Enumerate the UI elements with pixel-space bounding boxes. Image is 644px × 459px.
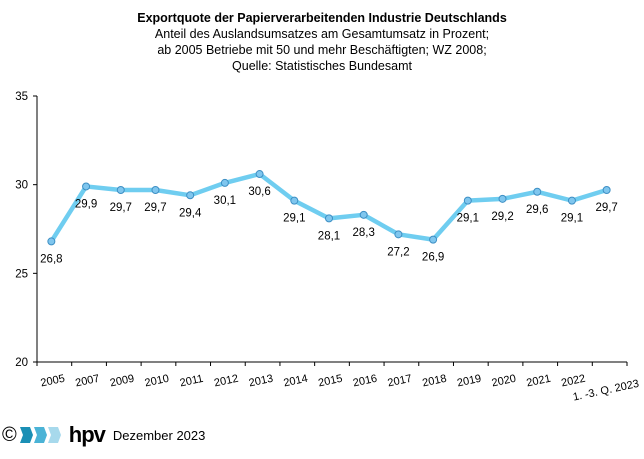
hpv-logo-icon <box>19 427 61 443</box>
data-label: 29,1 <box>561 213 583 225</box>
data-label: 29,4 <box>179 207 202 219</box>
data-point <box>186 191 195 200</box>
footer-date: Dezember 2023 <box>112 427 206 443</box>
data-label: 29,6 <box>526 204 548 216</box>
data-point <box>498 194 507 203</box>
y-tick-label: 30 <box>15 180 28 192</box>
data-point <box>359 210 368 219</box>
data-point <box>82 182 91 191</box>
data-point <box>255 170 264 179</box>
data-label: 29,2 <box>491 211 513 223</box>
x-tick-label: 2022 <box>560 373 586 390</box>
data-label: 29,1 <box>457 213 479 225</box>
x-tick-label: 2013 <box>248 373 274 390</box>
x-tick-label: 2009 <box>109 373 135 390</box>
x-tick-label: 2005 <box>40 373 66 390</box>
x-tick-label: 2019 <box>456 373 482 390</box>
x-tick-label: 2017 <box>387 373 413 390</box>
copyright-symbol: © <box>2 423 17 446</box>
data-point <box>567 196 576 205</box>
data-label: 27,2 <box>387 246 409 258</box>
chart-subtitle-2: ab 2005 Betriebe mit 50 und mehr Beschäf… <box>157 43 487 57</box>
data-label: 28,1 <box>318 230 340 242</box>
data-label: 29,7 <box>595 202 617 214</box>
chart-title: Exportquote der Papierverarbeitenden Ind… <box>137 11 507 25</box>
x-tick-label: 2016 <box>352 373 378 390</box>
x-tick-label: 2018 <box>421 373 447 390</box>
data-label: 29,1 <box>283 213 305 225</box>
data-point <box>429 235 438 244</box>
data-label: 26,9 <box>422 252 444 264</box>
data-point <box>533 187 542 196</box>
x-tick-label: 2007 <box>74 373 100 390</box>
data-label: 29,7 <box>144 202 166 214</box>
data-point <box>463 196 472 205</box>
chart-subtitle-1: Anteil des Auslandsumsatzes am Gesamtums… <box>154 27 490 41</box>
data-label: 26,8 <box>40 253 62 265</box>
data-label: 28,3 <box>353 227 375 239</box>
x-tick-label: 2015 <box>317 373 343 390</box>
data-label: 29,7 <box>110 202 132 214</box>
chart-subtitle-3: Quelle: Statistisches Bundesamt <box>232 59 412 73</box>
data-point <box>47 237 56 246</box>
data-point <box>151 185 160 194</box>
data-point <box>220 178 229 187</box>
y-tick-label: 35 <box>15 91 28 103</box>
x-tick-label: 2010 <box>144 373 170 390</box>
x-tick-label: 2012 <box>213 373 239 390</box>
y-tick-label: 25 <box>15 268 28 280</box>
y-tick-label: 20 <box>15 357 28 369</box>
x-tick-label: 2014 <box>282 373 308 390</box>
hpv-logo-text: hpv <box>68 422 106 447</box>
x-tick-label: 2020 <box>491 373 517 390</box>
data-point <box>394 230 403 239</box>
data-point <box>602 185 611 194</box>
x-tick-label: 2011 <box>179 373 205 390</box>
data-label: 30,1 <box>214 195 236 207</box>
data-point <box>325 214 333 223</box>
footer: © hpv Dezember 2023 <box>2 422 206 447</box>
data-point <box>116 185 125 194</box>
x-tick-label: 2021 <box>525 373 551 390</box>
data-label: 29,9 <box>75 198 97 210</box>
data-point <box>290 196 299 205</box>
data-label: 30,6 <box>248 186 270 198</box>
chart-titles: Exportquote der Papierverarbeitenden Ind… <box>0 10 644 74</box>
